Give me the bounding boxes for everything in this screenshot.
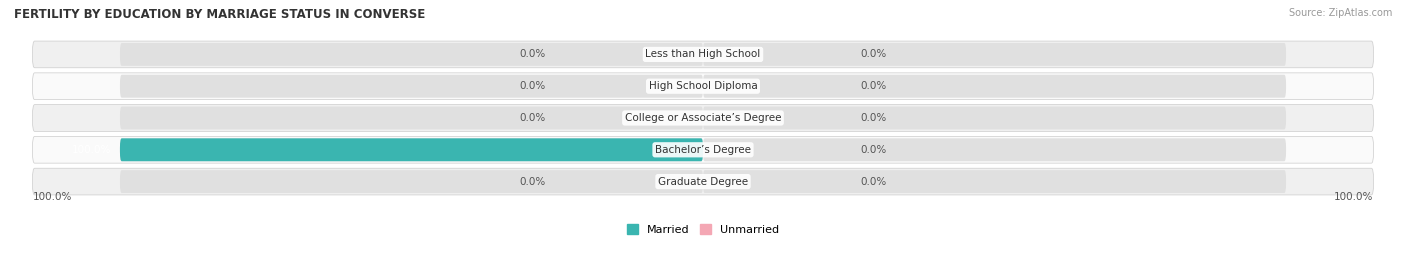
Text: 0.0%: 0.0%: [860, 177, 887, 187]
FancyBboxPatch shape: [703, 43, 1286, 66]
FancyBboxPatch shape: [703, 170, 1286, 193]
Text: High School Diploma: High School Diploma: [648, 81, 758, 91]
FancyBboxPatch shape: [703, 138, 1286, 161]
FancyBboxPatch shape: [703, 75, 1286, 98]
Text: 0.0%: 0.0%: [519, 81, 546, 91]
FancyBboxPatch shape: [120, 170, 703, 193]
FancyBboxPatch shape: [703, 107, 1286, 129]
Text: 100.0%: 100.0%: [32, 192, 72, 202]
Text: 0.0%: 0.0%: [519, 49, 546, 59]
FancyBboxPatch shape: [32, 136, 1374, 163]
FancyBboxPatch shape: [120, 75, 703, 98]
Text: Bachelor’s Degree: Bachelor’s Degree: [655, 145, 751, 155]
FancyBboxPatch shape: [32, 41, 1374, 68]
Text: FERTILITY BY EDUCATION BY MARRIAGE STATUS IN CONVERSE: FERTILITY BY EDUCATION BY MARRIAGE STATU…: [14, 8, 425, 21]
Text: 0.0%: 0.0%: [860, 49, 887, 59]
Text: 0.0%: 0.0%: [860, 145, 887, 155]
Text: 100.0%: 100.0%: [72, 145, 111, 155]
Text: Graduate Degree: Graduate Degree: [658, 177, 748, 187]
Text: 0.0%: 0.0%: [519, 177, 546, 187]
Text: 0.0%: 0.0%: [860, 81, 887, 91]
Text: Source: ZipAtlas.com: Source: ZipAtlas.com: [1288, 8, 1392, 18]
FancyBboxPatch shape: [120, 107, 703, 129]
FancyBboxPatch shape: [120, 43, 703, 66]
FancyBboxPatch shape: [32, 105, 1374, 131]
Text: College or Associate’s Degree: College or Associate’s Degree: [624, 113, 782, 123]
Legend: Married, Unmarried: Married, Unmarried: [621, 220, 785, 239]
FancyBboxPatch shape: [120, 138, 703, 161]
FancyBboxPatch shape: [32, 73, 1374, 100]
FancyBboxPatch shape: [120, 138, 703, 161]
Text: Less than High School: Less than High School: [645, 49, 761, 59]
Text: 100.0%: 100.0%: [1334, 192, 1374, 202]
Text: 0.0%: 0.0%: [860, 113, 887, 123]
FancyBboxPatch shape: [32, 168, 1374, 195]
Text: 0.0%: 0.0%: [519, 113, 546, 123]
